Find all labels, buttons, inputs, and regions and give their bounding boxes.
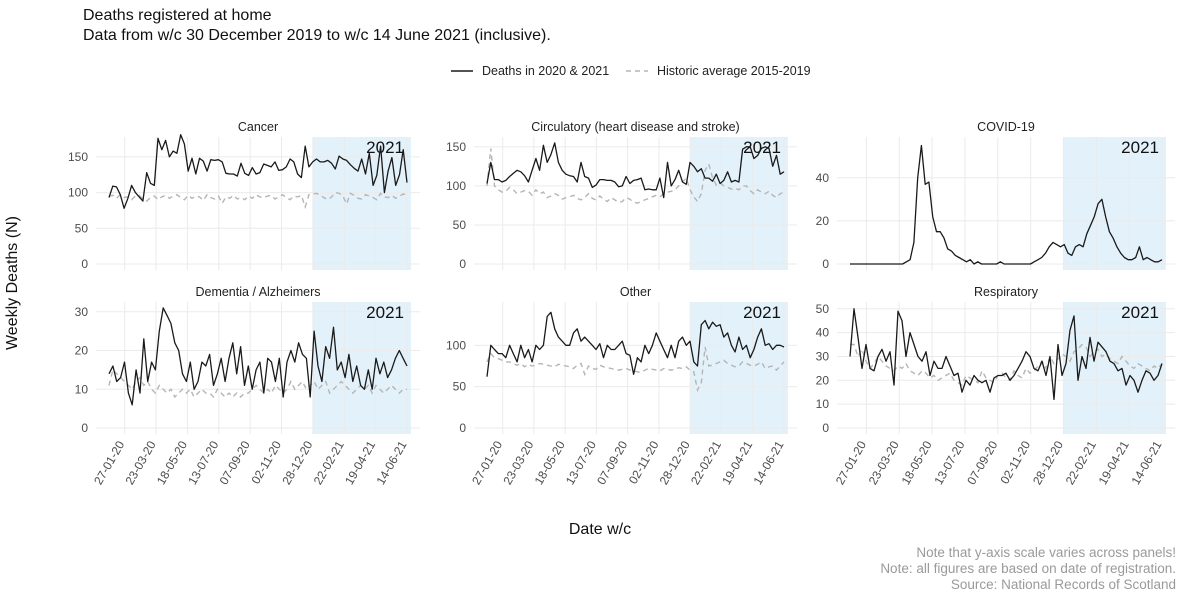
panel-4: Other050100202127-01-2023-03-2018-05-201…: [446, 285, 797, 487]
panel-0: Cancer 0 50 100 150 2021: [68, 120, 420, 271]
series-actual-line: [849, 308, 1163, 401]
highlight-label: 2021: [366, 138, 404, 157]
y-tick-label: 0: [459, 421, 466, 435]
highlight-label: 2021: [1121, 138, 1159, 157]
x-tick-label: 02-11-20: [998, 438, 1034, 486]
chart-title: Deaths registered at home Data from w/c …: [83, 6, 551, 46]
series-historic-line: [486, 346, 785, 393]
series-actual-line: [486, 142, 785, 199]
series-actual-line: [108, 307, 408, 406]
x-tick-label: 19-04-21: [1096, 438, 1132, 487]
series-actual-line: [850, 144, 1163, 265]
highlight-label: 2021: [743, 303, 781, 322]
footnotes: Note that y-axis scale varies across pan…: [880, 545, 1176, 593]
y-tick-label: 50: [816, 302, 830, 316]
panel-title: COVID-19: [977, 120, 1035, 134]
y-tick-label: 40: [816, 326, 830, 340]
legend-label-historic: Historic average 2015-2019: [657, 64, 811, 78]
title-line-2: Data from w/c 30 December 2019 to w/c 14…: [83, 27, 551, 44]
series-actual-line: [486, 311, 785, 377]
x-tick-label: 22-02-21: [1063, 438, 1099, 487]
highlight-label: 2021: [366, 303, 404, 322]
note-source: Source: National Records of Scotland: [950, 577, 1176, 592]
y-tick-label: 50: [453, 218, 467, 232]
panel-title: Dementia / Alzheimers: [195, 285, 320, 299]
x-tick-label: 07-09-20: [964, 438, 1000, 487]
y-tick-label: 0: [822, 421, 829, 435]
y-tick-label: 0: [81, 257, 88, 271]
panel-title: Cancer: [238, 120, 278, 134]
panel-title: Respiratory: [974, 285, 1039, 299]
note-scale: Note that y-axis scale varies across pan…: [916, 545, 1176, 560]
x-axis-label: Date w/c: [568, 521, 632, 538]
y-tick-label: 50: [453, 380, 467, 394]
x-tick-label: 23-03-20: [866, 438, 902, 487]
title-line-1: Deaths registered at home: [83, 7, 272, 24]
y-tick-label: 10: [75, 382, 89, 396]
y-tick-label: 30: [75, 305, 89, 319]
legend-swatch-historic: [626, 70, 648, 72]
x-tick-label: 14-06-21: [750, 438, 786, 487]
highlight-label: 2021: [1121, 303, 1159, 322]
panel-1: Circulatory (heart disease and stroke) 0 5…: [446, 120, 797, 271]
y-tick-label: 100: [446, 338, 466, 352]
y-tick-label: 0: [81, 421, 88, 435]
x-tick-label: 28-12-20: [1030, 438, 1066, 487]
y-tick-label: 20: [816, 214, 830, 228]
y-tick-label: 40: [816, 171, 830, 185]
legend-item-historic: Historic average 2015-2019: [625, 64, 811, 78]
y-tick-label: 150: [68, 150, 88, 164]
series-historic-line: [108, 191, 408, 210]
highlight-2021: [1063, 137, 1166, 270]
y-tick-label: 30: [816, 349, 830, 363]
note-registration: Note: all figures are based on date of r…: [880, 561, 1176, 576]
y-tick-label: 20: [75, 344, 89, 358]
panel-5: Respiratory 0 10 20 30 40 50 2021 27-01-2023-03-…: [816, 285, 1175, 487]
legend-item-actual: Deaths in 2020 & 2021: [450, 64, 609, 78]
highlight-2021: [312, 302, 411, 434]
y-tick-label: 10: [816, 397, 830, 411]
y-tick-label: 0: [822, 257, 829, 271]
legend-swatch-actual: [451, 70, 473, 72]
legend: Deaths in 2020 & 2021 Historic average 2…: [0, 64, 1200, 84]
panel-title: Circulatory (heart disease and stroke): [531, 120, 739, 134]
y-tick-label: 100: [446, 179, 466, 193]
x-tick-label: 14-06-21: [1128, 438, 1164, 487]
series-actual-line: [108, 134, 408, 209]
panel-2: COVID-19 0 20 40 2021: [816, 120, 1175, 271]
series-historic-line: [850, 343, 1163, 387]
series-historic-line: [108, 368, 407, 399]
y-tick-label: 100: [68, 186, 88, 200]
panel-title: Other: [620, 285, 651, 299]
y-tick-label: 20: [816, 373, 830, 387]
x-tick-label: 13-07-20: [931, 438, 967, 487]
series-historic-line: [486, 148, 785, 204]
x-tick-label: 18-05-20: [899, 438, 935, 487]
x-tick-label: 27-01-20: [833, 438, 869, 487]
y-tick-label: 0: [459, 257, 466, 271]
legend-label-actual: Deaths in 2020 & 2021: [482, 64, 610, 78]
x-tick-label: 14-06-21: [373, 438, 409, 487]
y-tick-label: 50: [75, 221, 89, 235]
y-tick-label: 150: [446, 140, 466, 154]
